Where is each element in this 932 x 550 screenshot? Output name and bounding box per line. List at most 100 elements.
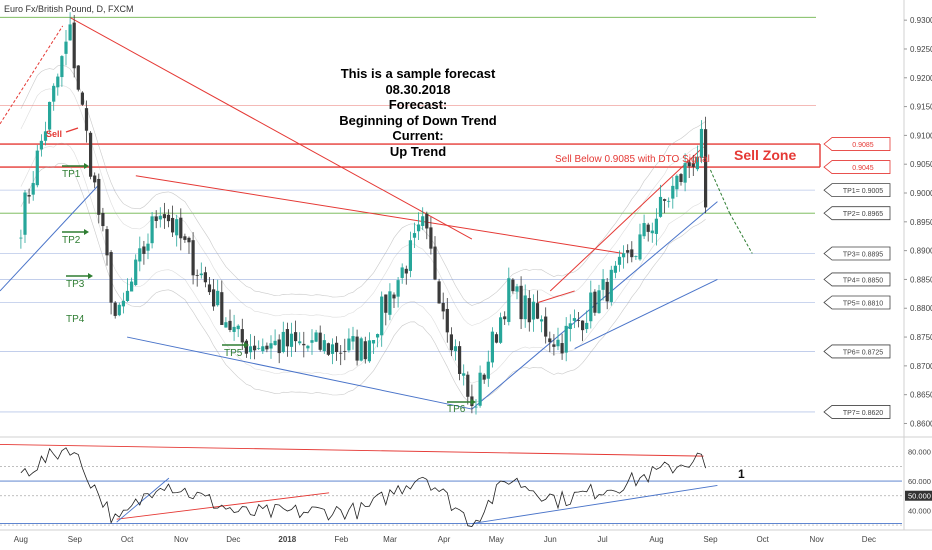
- time-tick-label: Dec: [226, 535, 240, 544]
- candle-body: [84, 108, 89, 131]
- target-tag-label: TP1= 0.9005: [843, 188, 883, 195]
- target-tag-box: [823, 137, 891, 151]
- candle-body: [179, 217, 183, 239]
- candle-body: [642, 223, 646, 237]
- time-tick-label: Aug: [649, 535, 663, 544]
- time-tick-label: 2018: [278, 535, 296, 544]
- target-tag-box: [823, 183, 891, 198]
- forecast-annotation: This is a sample forecast 08.30.2018 For…: [300, 66, 536, 159]
- candle-body: [621, 253, 626, 258]
- candle-body: [396, 280, 400, 297]
- candle-body: [576, 320, 581, 321]
- price-tick-label: 0.89500: [910, 218, 932, 227]
- candle-body: [392, 294, 396, 299]
- price-tick-label: 0.87000: [910, 362, 932, 371]
- candle-body: [129, 281, 134, 292]
- candle-body: [703, 129, 708, 208]
- candle-body: [433, 246, 437, 280]
- tp6-label: TP6: [447, 404, 466, 415]
- candle-body: [667, 200, 671, 202]
- candle-body: [285, 329, 289, 347]
- candle-body: [154, 216, 158, 221]
- candle-body: [445, 308, 449, 333]
- forecast-path-line: [709, 169, 731, 214]
- target-tag-box: [823, 160, 891, 174]
- candle-body: [494, 334, 499, 343]
- price-tick-label: 0.86500: [910, 391, 932, 400]
- candle-body: [244, 340, 248, 354]
- candle-body: [548, 338, 552, 343]
- tp1-label: TP1: [62, 169, 81, 180]
- channel-top-line: [549, 146, 704, 292]
- sell-zone-label: Sell Zone: [734, 147, 796, 163]
- candle-body: [72, 22, 76, 69]
- candle-body: [416, 224, 421, 232]
- candle-body: [60, 56, 64, 78]
- tp3-arrow-head: [88, 273, 93, 279]
- candle-body: [466, 374, 470, 397]
- candle-body: [43, 131, 48, 141]
- candle-body: [355, 336, 359, 361]
- candle-body: [449, 334, 453, 351]
- time-tick-label: Oct: [756, 535, 769, 544]
- candle-body: [597, 290, 601, 314]
- candle-body: [679, 174, 683, 182]
- rsi-tick-label: 40.000: [908, 506, 931, 515]
- candle-body: [330, 344, 335, 354]
- candle-body: [334, 342, 339, 353]
- candle-body: [191, 240, 195, 276]
- candle-body: [121, 300, 125, 307]
- candle-body: [371, 340, 376, 344]
- rsi-tick-label: 50.000: [908, 492, 931, 501]
- candle-body: [64, 41, 68, 54]
- candle-body: [650, 230, 654, 234]
- candle-body: [298, 341, 302, 344]
- candle-body: [187, 237, 191, 243]
- candle-body: [220, 292, 224, 325]
- candle-body: [572, 318, 576, 321]
- candle-body: [252, 345, 257, 351]
- candle-body: [457, 346, 462, 374]
- candle-body: [277, 339, 281, 354]
- candle-body: [322, 340, 326, 352]
- candle-body: [531, 301, 535, 320]
- candle-body: [170, 217, 175, 233]
- candle-body: [507, 278, 511, 322]
- target-tag-box: [823, 272, 891, 287]
- rsi-blue-trend-line: [116, 477, 170, 523]
- time-tick-label: Feb: [334, 535, 348, 544]
- time-tick-label: Dec: [862, 535, 876, 544]
- target-tags: 0.9085 0.9045 TP1= 0.9005 TP2= 0.8965 TP3= 0…: [823, 137, 891, 419]
- candle-body: [453, 346, 458, 352]
- candle-body: [101, 212, 105, 227]
- early-up-dashed-line: [0, 25, 64, 125]
- candle-body: [363, 341, 367, 360]
- tp6-arrow-head: [471, 399, 476, 405]
- rsi-pane: 80.000 60.000 50.000 40.000: [0, 443, 932, 527]
- candle-body: [605, 281, 609, 302]
- rsi-tick-label: 60.000: [908, 477, 931, 486]
- candle-body: [638, 234, 642, 260]
- candle-body: [158, 215, 162, 220]
- tp1-arrow-head: [84, 163, 89, 169]
- resistance-trend-line: [135, 175, 624, 255]
- candle-body: [142, 246, 146, 254]
- price-tick-label: 0.87500: [910, 333, 932, 342]
- envelope-bands: [20, 64, 706, 404]
- candle-body: [462, 373, 466, 376]
- rsi-tick-label: 80.000: [908, 448, 931, 457]
- forecast-line: Current:: [392, 128, 444, 143]
- candle-body: [207, 284, 212, 293]
- forecast-line: 08.30.2018: [385, 81, 451, 97]
- target-arrows: [62, 163, 476, 405]
- candle-body: [211, 289, 216, 307]
- candle-body: [19, 237, 23, 239]
- candle-body: [326, 343, 330, 355]
- candle-body: [80, 92, 84, 105]
- candle-body: [437, 281, 441, 304]
- tp2-arrow-head: [84, 229, 89, 235]
- target-tag-label: TP5= 0.8810: [843, 300, 883, 307]
- symbol-title: Euro Fx/British Pound, D, FXCM: [4, 4, 134, 14]
